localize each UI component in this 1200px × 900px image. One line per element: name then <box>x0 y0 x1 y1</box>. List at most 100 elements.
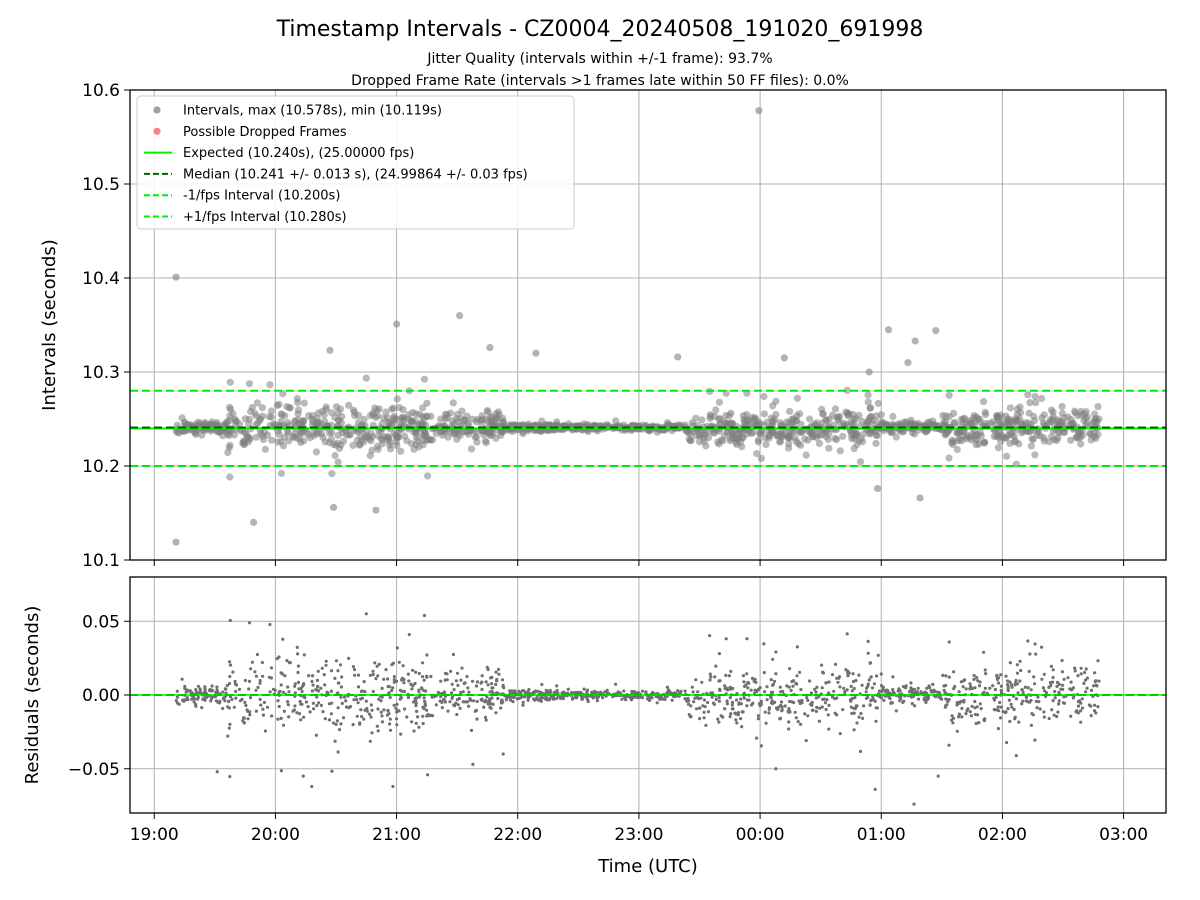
interval-point <box>1090 433 1099 441</box>
interval-point <box>345 431 353 439</box>
interval-outlier-point <box>532 349 540 357</box>
residual-point <box>814 709 819 714</box>
interval-point <box>1018 420 1026 428</box>
residual-point <box>184 690 188 694</box>
residual-point <box>279 769 283 773</box>
residual-point <box>794 681 798 686</box>
interval-outlier-point <box>486 343 494 352</box>
interval-point <box>981 438 989 446</box>
residual-point <box>227 726 231 730</box>
residual-point <box>876 653 880 657</box>
residual-point <box>315 678 319 683</box>
residual-point <box>1013 683 1017 687</box>
residual-point <box>285 659 289 663</box>
interval-point <box>762 441 770 449</box>
residual-point <box>277 704 281 709</box>
residual-point <box>1062 677 1066 681</box>
residual-point <box>388 722 392 726</box>
residual-point <box>724 637 728 641</box>
residual-point <box>861 716 865 721</box>
residual-point <box>344 699 348 703</box>
residual-point <box>197 691 201 695</box>
residual-point <box>281 690 285 694</box>
residual-point <box>1005 740 1009 745</box>
interval-point <box>955 428 964 437</box>
residual-point <box>299 686 303 691</box>
residual-point <box>306 705 310 709</box>
residual-point <box>916 697 921 701</box>
interval-point <box>792 437 800 445</box>
residual-point <box>879 696 884 700</box>
residual-point <box>319 703 323 708</box>
residual-point <box>394 717 399 721</box>
residual-point <box>281 637 285 641</box>
residual-point <box>957 712 962 716</box>
interval-point <box>258 404 266 412</box>
residual-point <box>475 717 479 721</box>
residual-point <box>174 699 178 703</box>
residual-point <box>944 674 948 678</box>
residual-point <box>371 669 375 673</box>
residual-point <box>296 664 301 668</box>
residual-point <box>590 690 594 695</box>
residual-point <box>797 699 801 703</box>
interval-point <box>317 430 325 438</box>
residual-point <box>394 679 399 683</box>
interval-point <box>874 399 882 407</box>
residual-point <box>329 689 333 693</box>
residual-point <box>368 673 372 678</box>
residual-point <box>489 706 493 710</box>
residual-point <box>996 727 1001 731</box>
residual-point <box>888 691 892 695</box>
interval-point <box>754 438 763 446</box>
interval-point <box>760 410 768 418</box>
residual-point <box>704 723 708 728</box>
residual-point <box>747 681 751 685</box>
residual-point <box>725 702 730 706</box>
residual-point <box>376 674 380 678</box>
interval-point <box>760 392 768 401</box>
interval-point <box>266 381 274 389</box>
residual-point <box>1034 652 1038 656</box>
residual-point <box>375 724 379 728</box>
interval-point <box>966 420 974 428</box>
residual-point <box>718 679 722 683</box>
interval-point <box>305 412 313 420</box>
residual-point <box>601 696 605 700</box>
legend-box <box>136 95 575 230</box>
residual-point <box>1023 685 1027 689</box>
interval-point <box>488 413 496 421</box>
residual-point <box>395 702 399 706</box>
residual-point <box>388 717 392 721</box>
residual-point <box>371 689 375 694</box>
residual-point <box>751 701 755 705</box>
interval-point <box>735 429 743 437</box>
residual-point <box>226 734 230 738</box>
residual-point <box>972 677 976 682</box>
residual-point <box>866 651 870 655</box>
residual-point <box>1096 705 1100 709</box>
interval-point <box>702 442 710 450</box>
residual-point <box>1083 678 1088 682</box>
residual-point <box>995 673 999 678</box>
residual-point <box>999 673 1003 677</box>
residual-point <box>962 700 966 704</box>
residual-point <box>308 710 312 714</box>
interval-point <box>284 427 292 435</box>
residual-point <box>388 685 392 689</box>
residual-point <box>472 699 476 703</box>
residual-point <box>449 669 453 673</box>
residual-point <box>1082 681 1086 686</box>
interval-point <box>1077 440 1085 448</box>
residual-point <box>362 717 366 721</box>
residual-point <box>874 719 878 723</box>
residual-point <box>1061 687 1065 692</box>
residual-point <box>983 668 987 672</box>
residual-point <box>401 664 405 668</box>
interval-point <box>848 435 856 443</box>
interval-point <box>293 395 301 403</box>
residual-point <box>480 687 484 692</box>
residual-point <box>827 691 831 695</box>
residual-point <box>968 682 972 686</box>
legend-marker <box>153 106 161 114</box>
